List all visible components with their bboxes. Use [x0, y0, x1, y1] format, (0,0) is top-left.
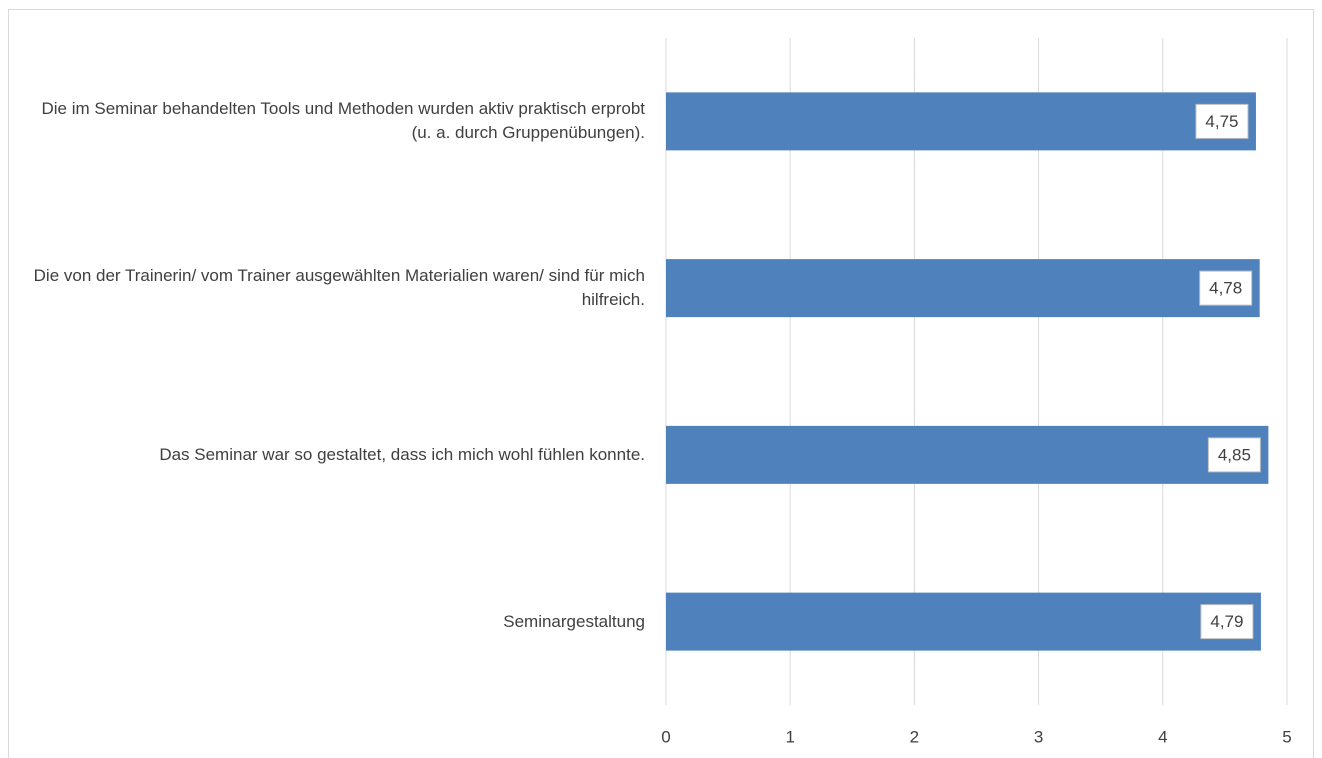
y-tick-label: Die von der Trainerin/ vom Trainer ausge… — [33, 266, 645, 310]
value-label-box — [1195, 103, 1249, 139]
bar — [666, 92, 1256, 151]
value-label: 4,75 — [1205, 112, 1238, 131]
value-label-box — [1200, 604, 1254, 640]
x-tick-label: 4 — [1158, 727, 1167, 746]
chart-border — [8, 9, 1314, 758]
bar — [666, 259, 1260, 318]
bar — [666, 425, 1269, 484]
x-tick-label: 2 — [910, 727, 919, 746]
value-label: 4,78 — [1209, 279, 1242, 298]
value-label: 4,79 — [1210, 612, 1243, 631]
value-label-box — [1207, 437, 1261, 473]
y-tick-label: Das Seminar war so gestaltet, dass ich m… — [159, 444, 645, 464]
bar — [666, 592, 1261, 651]
x-tick-label: 5 — [1282, 727, 1291, 746]
x-tick-label: 0 — [661, 727, 670, 746]
value-label: 4,85 — [1218, 445, 1251, 464]
x-tick-label: 1 — [785, 727, 794, 746]
x-tick-label: 3 — [1034, 727, 1043, 746]
y-tick-label: Seminargestaltung — [503, 611, 645, 631]
y-tick-label: Die im Seminar behandelten Tools und Met… — [41, 99, 645, 143]
value-label-box — [1199, 270, 1253, 306]
